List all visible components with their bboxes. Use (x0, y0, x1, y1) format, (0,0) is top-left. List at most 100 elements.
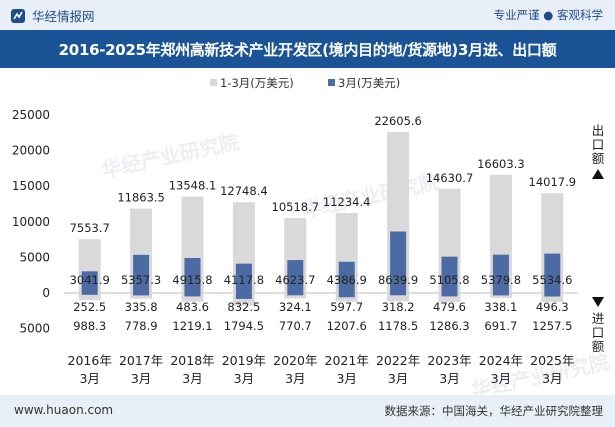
legend-swatch-monthly (328, 79, 335, 86)
bar-cumulative-import (335, 293, 358, 302)
data-label-monthly-import: 335.8 (125, 300, 158, 314)
x-tick-label: 2025年 (530, 353, 574, 368)
x-tick-label: 2022年 (376, 353, 420, 368)
data-label-monthly-export: 5105.8 (429, 273, 469, 287)
x-tick-label: 3月 (388, 371, 408, 386)
bar-cumulative-import (489, 293, 512, 298)
data-label-cumulative-export: 10518.7 (272, 200, 320, 214)
bar-monthly-export (338, 261, 355, 293)
data-label-monthly-import: 479.6 (433, 300, 466, 314)
x-tick-label: 2017年 (119, 353, 163, 368)
bar-monthly-import (287, 293, 304, 296)
data-label-cumulative-import: 988.3 (73, 319, 106, 333)
data-label-cumulative-import: 1178.5 (378, 319, 418, 333)
brand-name: 华经情报网 (32, 9, 95, 24)
legend-label-cumulative: 1-3月(万美元) (220, 76, 294, 90)
legend-swatch-cumulative (210, 79, 217, 86)
x-tick-label: 2016年 (68, 353, 112, 368)
x-tick-label: 3月 (491, 371, 511, 386)
data-label-cumulative-export: 12748.4 (220, 184, 268, 198)
data-label-monthly-export: 4623.7 (275, 273, 315, 287)
bar-monthly-import (81, 293, 98, 295)
y-tick-label: 0 (42, 286, 50, 300)
bar-monthly-import (544, 293, 561, 297)
bottom-band: www.huaon.com 数据来源：中国海关，华经产业研究院整理 (0, 395, 615, 427)
x-tick-label: 2019年 (222, 353, 266, 368)
data-label-cumulative-import: 1219.1 (172, 319, 212, 333)
bar-cumulative-import (181, 293, 204, 302)
bar-cumulative-import (438, 293, 461, 303)
bar-monthly-export (184, 257, 201, 293)
right-label-export: 口 (592, 137, 605, 152)
data-label-cumulative-export: 14017.9 (529, 175, 577, 189)
bar-cumulative-import (78, 293, 101, 301)
data-label-monthly-export: 5379.8 (481, 273, 521, 287)
data-label-monthly-import: 338.1 (484, 300, 517, 314)
bar-cumulative-import (284, 293, 307, 299)
bar-monthly-import (184, 293, 201, 297)
y-tick-label: 15000 (12, 179, 50, 193)
data-label-monthly-export: 4386.9 (327, 273, 367, 287)
bar-cumulative-import (387, 293, 410, 302)
bar-monthly-export (390, 231, 407, 293)
bar-monthly-import (133, 293, 150, 296)
x-tick-label: 2024年 (479, 353, 523, 368)
data-label-monthly-import: 597.7 (330, 300, 363, 314)
title-band: 2016-2025年郑州高新技术产业开发区(境内目的地/货源地)3月进、出口额 (0, 30, 615, 68)
right-label-export: 出 (592, 123, 605, 138)
chart-title: 2016-2025年郑州高新技术产业开发区(境内目的地/货源地)3月进、出口额 (58, 41, 557, 59)
x-tick-label: 3月 (79, 371, 99, 386)
data-label-cumulative-export: 11234.4 (323, 195, 371, 209)
x-tick-label: 3月 (285, 371, 305, 386)
data-source: 数据来源：中国海关，华经产业研究院整理 (384, 404, 604, 418)
data-label-cumulative-import: 1286.3 (429, 319, 469, 333)
data-label-monthly-export: 5357.3 (121, 273, 161, 287)
data-label-cumulative-import: 1257.5 (532, 319, 572, 333)
bar-monthly-export (544, 253, 561, 293)
x-tick-label: 2018年 (170, 353, 214, 368)
data-label-monthly-import: 496.3 (536, 300, 569, 314)
y-tick-label: 10000 (12, 215, 50, 229)
y-tick-label: 25000 (12, 108, 50, 122)
data-label-monthly-export: 3041.9 (70, 273, 110, 287)
data-label-cumulative-import: 1794.5 (224, 319, 264, 333)
x-tick-label: 3月 (336, 371, 356, 386)
right-label-export: 额 (592, 151, 605, 166)
data-label-cumulative-import: 778.9 (125, 319, 158, 333)
x-tick-label: 3月 (234, 371, 254, 386)
bar-monthly-export (287, 260, 304, 293)
y-tick-label: 5000 (19, 250, 50, 264)
data-label-monthly-export: 8639.9 (378, 273, 418, 287)
data-label-cumulative-export: 7553.7 (70, 221, 110, 235)
data-label-cumulative-export: 13548.1 (169, 179, 217, 193)
chart-area: 1-3月(万美元) 3月(万美元) 25000 20000 15000 10000 5000… (12, 76, 605, 386)
bar-monthly-import (492, 293, 509, 296)
data-label-monthly-export: 5534.6 (532, 273, 572, 287)
x-tick-label: 3月 (542, 371, 562, 386)
bar-monthly-export (81, 271, 98, 293)
bar-monthly-import (338, 293, 355, 298)
data-label-monthly-import: 483.6 (176, 300, 209, 314)
data-label-cumulative-export: 16603.3 (477, 157, 525, 171)
bar-monthly-export (441, 256, 458, 293)
data-label-monthly-import: 318.2 (382, 300, 415, 314)
data-label-monthly-import: 324.1 (279, 300, 312, 314)
right-label-import: 额 (592, 339, 605, 354)
arrow-up-icon (592, 169, 604, 179)
data-label-monthly-import: 252.5 (73, 300, 106, 314)
bar-cumulative-import (541, 293, 564, 302)
x-tick-label: 2020年 (273, 353, 317, 368)
bar-monthly-import (235, 293, 252, 299)
data-label-monthly-import: 832.5 (227, 300, 260, 314)
bar-monthly-export (235, 263, 252, 293)
data-label-monthly-export: 4915.8 (172, 273, 212, 287)
bar-monthly-export (133, 254, 150, 293)
site-url[interactable]: www.huaon.com (14, 403, 114, 417)
x-tick-label: 3月 (131, 371, 151, 386)
data-label-cumulative-export: 11863.5 (117, 191, 165, 205)
x-tick-label: 3月 (182, 371, 202, 386)
bar-monthly-export (492, 254, 509, 293)
brand-logo-icon (11, 8, 25, 23)
data-label-monthly-export: 4117.8 (224, 273, 264, 287)
data-label-cumulative-import: 691.7 (484, 319, 517, 333)
